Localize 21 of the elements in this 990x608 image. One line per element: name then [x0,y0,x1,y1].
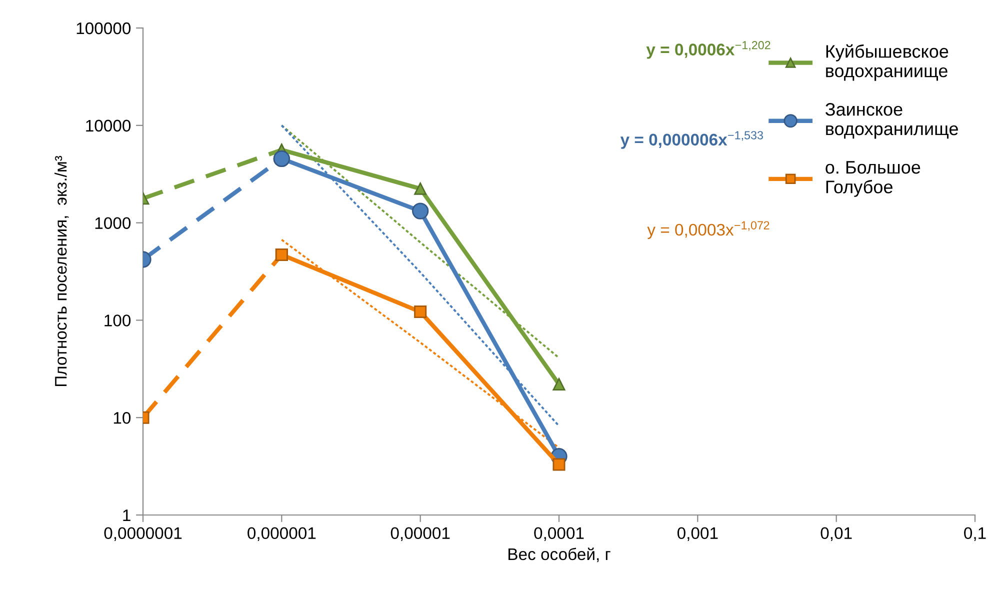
x-tick-label: 0,0000001 [104,527,182,542]
y-tick-label: 10000 [86,120,131,132]
y-axis-title: Плотность поселения, экз./м³ [54,156,69,386]
y-tick-label: 1000 [95,217,131,230]
annotation: y = 0,0003x$^{−1,072}$ [647,221,770,239]
y-tick-label: 100 [104,314,131,326]
y-tick-label: 100000 [76,22,131,34]
x-tick-label: 0,001 [677,527,718,542]
x-tick-label: 0,000001 [248,527,316,542]
legend-label: Куйбышевское водохраниище [826,44,948,81]
x-axis-title: Вес особей, г [508,548,610,562]
x-tick-label: 0,0001 [534,527,584,542]
x-tick-label: 0,00001 [390,527,450,542]
annotation: y = 0,000006x$^{−1,533}$ [620,131,763,149]
x-tick-label: 0,01 [820,527,852,542]
legend-label: о. Большое Голубое [826,161,920,197]
annotation: y = 0,0006x$^{−1,202}$ [646,41,770,59]
y-tick-label: 1 [123,510,130,522]
legend-label: Заинское водохранилище [825,102,958,139]
x-tick-label: 0,1 [964,527,986,542]
y-tick-label: 10 [114,412,131,424]
